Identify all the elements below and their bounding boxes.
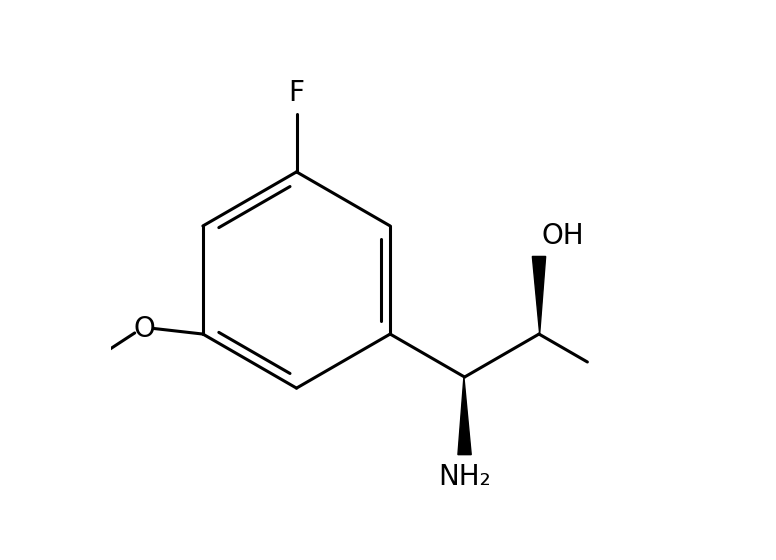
Polygon shape bbox=[458, 377, 471, 455]
Text: OH: OH bbox=[542, 222, 584, 250]
Text: O: O bbox=[133, 315, 155, 343]
Text: NH₂: NH₂ bbox=[438, 463, 491, 491]
Text: F: F bbox=[289, 79, 304, 107]
Polygon shape bbox=[532, 256, 546, 334]
